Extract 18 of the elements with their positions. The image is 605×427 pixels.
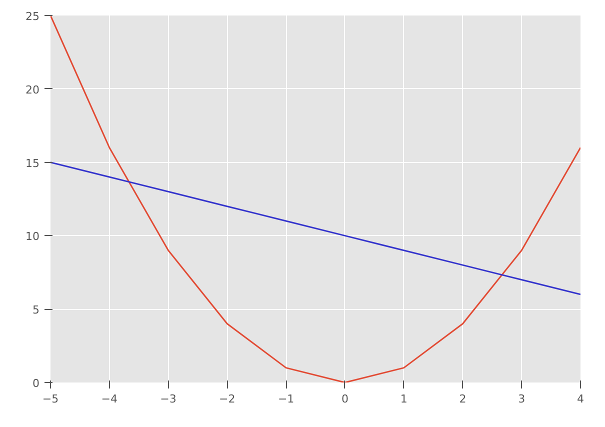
line-series bbox=[50, 16, 580, 382]
x-tick-label: 1 bbox=[400, 392, 408, 406]
x-tick-label: −1 bbox=[278, 392, 294, 406]
x-tick-label: −2 bbox=[219, 392, 236, 406]
x-tick-label: −5 bbox=[42, 392, 59, 406]
x-tick-label: 3 bbox=[518, 392, 526, 406]
y-tick-label: 15 bbox=[26, 156, 40, 170]
y-tick-label: 10 bbox=[26, 230, 40, 244]
y-tick-label: 0 bbox=[32, 377, 40, 390]
y-tick-label: 20 bbox=[26, 83, 40, 96]
x-tick-label: 0 bbox=[341, 392, 348, 406]
x-tick-label: 2 bbox=[459, 392, 466, 406]
x-tick-label: 4 bbox=[577, 392, 584, 406]
x-tick-label: −4 bbox=[101, 392, 118, 406]
line-series bbox=[50, 162, 580, 296]
y-tick-label: 5 bbox=[32, 304, 40, 317]
x-tick-label: −3 bbox=[160, 392, 176, 406]
y-tick-label: 25 bbox=[26, 10, 40, 23]
